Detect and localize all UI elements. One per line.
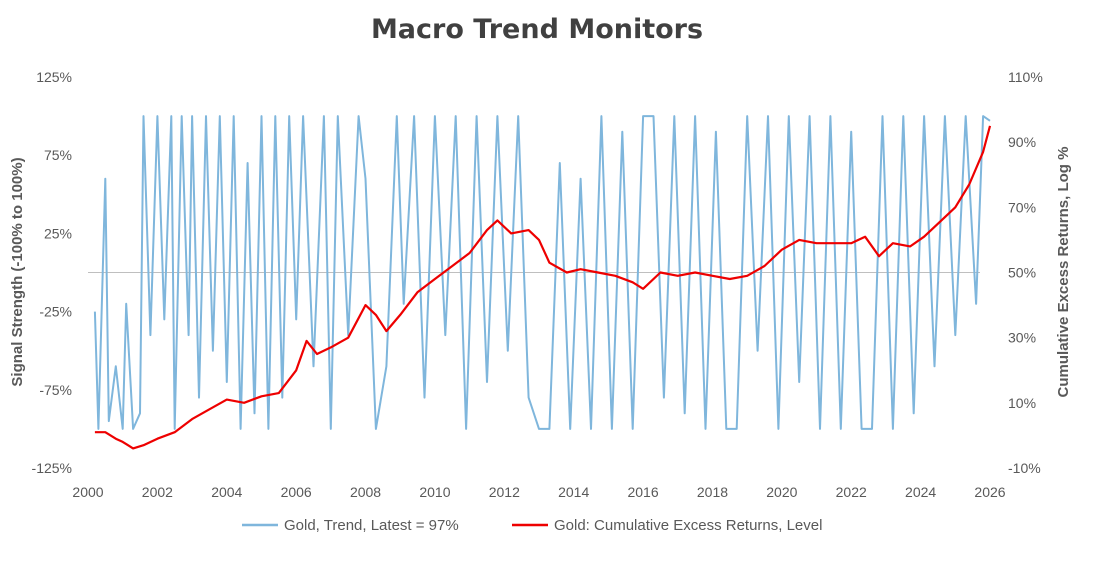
legend-label-trend: Gold, Trend, Latest = 97% (284, 517, 459, 534)
right-tick-label: 50% (1008, 265, 1036, 281)
x-tick-label: 2022 (836, 484, 867, 500)
series-line-returns (94, 125, 992, 450)
right-tick-label: 30% (1008, 330, 1036, 346)
legend: Gold, Trend, Latest = 97% Gold: Cumulati… (242, 517, 822, 534)
left-axis-title: Signal Strength (-100% to 100%) (9, 157, 26, 386)
series-line-trend (93, 115, 991, 430)
x-axis-ticks: 2000 2002 2004 2006 2008 2010 2012 2014 2016 2018… (72, 484, 1005, 500)
left-tick-label: -75% (39, 382, 72, 398)
x-tick-label: 2020 (766, 484, 797, 500)
legend-label-returns: Gold: Cumulative Excess Returns, Level (554, 517, 822, 534)
x-tick-label: 2016 (627, 484, 658, 500)
left-tick-label: -25% (39, 304, 72, 320)
x-tick-label: 2012 (489, 484, 520, 500)
right-axis-ticks: 110% 90% 70% 50% 30% 10% -10% (1008, 69, 1043, 476)
x-tick-label: 2018 (697, 484, 728, 500)
x-tick-label: 2010 (419, 484, 450, 500)
right-axis-title: Cumulative Excess Returns, Log % (1055, 147, 1072, 398)
plot-area (93, 115, 992, 450)
left-tick-label: 75% (44, 147, 72, 163)
right-tick-label: 10% (1008, 395, 1036, 411)
x-tick-label: 2008 (350, 484, 381, 500)
x-tick-label: 2000 (72, 484, 103, 500)
left-tick-label: 125% (36, 69, 72, 85)
x-tick-label: 2006 (281, 484, 312, 500)
x-tick-label: 2024 (905, 484, 936, 500)
chart-title: Macro Trend Monitors (371, 14, 703, 45)
right-tick-label: 90% (1008, 134, 1036, 150)
right-tick-label: -10% (1008, 460, 1041, 476)
right-tick-label: 110% (1008, 69, 1043, 85)
x-tick-label: 2026 (974, 484, 1005, 500)
x-tick-label: 2004 (211, 484, 242, 500)
x-tick-label: 2002 (142, 484, 173, 500)
x-tick-label: 2014 (558, 484, 589, 500)
right-tick-label: 70% (1008, 199, 1036, 215)
left-tick-label: -125% (32, 460, 72, 476)
left-tick-label: 25% (44, 225, 72, 241)
left-axis-ticks: 125% 75% 25% -25% -75% -125% (32, 69, 72, 476)
